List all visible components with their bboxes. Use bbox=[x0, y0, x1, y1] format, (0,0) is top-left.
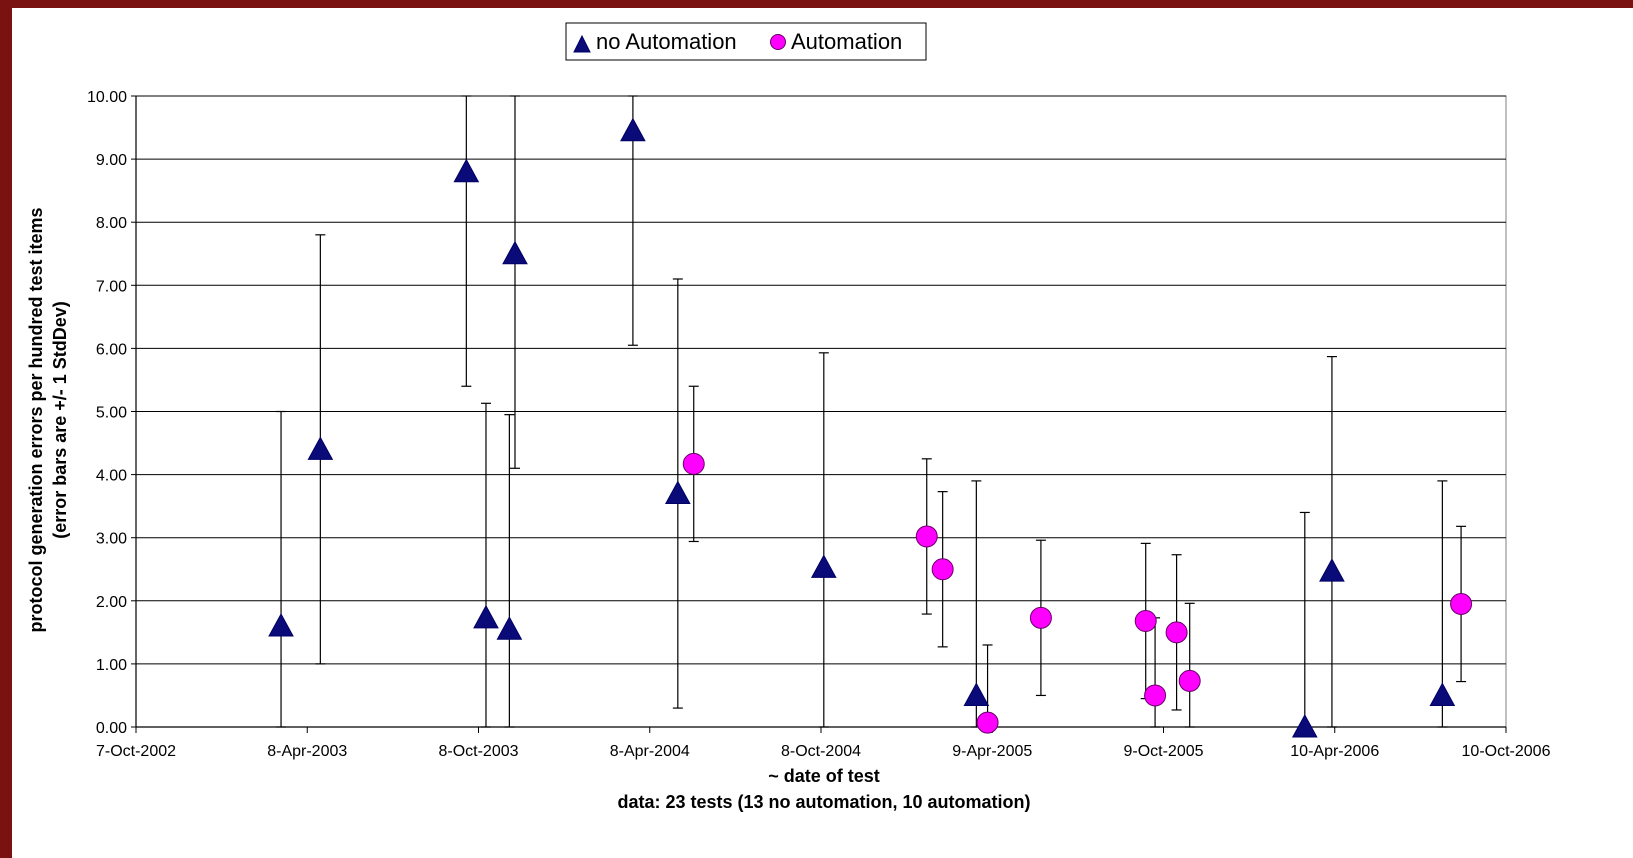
x-tick-label: 8-Oct-2003 bbox=[438, 743, 518, 760]
no-automation-point bbox=[1429, 682, 1456, 706]
no-automation-point bbox=[963, 682, 990, 706]
no-automation-point bbox=[810, 554, 837, 578]
automation-point bbox=[1450, 592, 1473, 615]
no-automation-point bbox=[307, 436, 334, 460]
x-axis: 7-Oct-2002 8-Apr-2003 8-Oct-2003 8-Apr-2004… bbox=[96, 726, 1551, 760]
no-automation-point bbox=[473, 604, 499, 629]
y-tick-label: 0.00 bbox=[96, 720, 127, 737]
y-tick-label: 4.00 bbox=[96, 468, 127, 485]
automation-point bbox=[1029, 606, 1052, 629]
automation-point bbox=[1165, 621, 1188, 644]
x-axis-title: ~ date of test bbox=[768, 766, 880, 786]
y-tick-label: 8.00 bbox=[96, 215, 127, 232]
legend-label-automation: Automation bbox=[791, 29, 902, 54]
y-tick-label: 5.00 bbox=[96, 405, 127, 422]
chart-frame: no Automation Automation 0.00 1.00 2.00 3.0… bbox=[12, 8, 1633, 858]
y-tick-label: 1.00 bbox=[96, 657, 127, 674]
scatter-chart: no Automation Automation 0.00 1.00 2.00 3.0… bbox=[26, 22, 1551, 812]
automation-point bbox=[1144, 684, 1167, 707]
automation-point bbox=[915, 525, 938, 548]
x-tick-label: 8-Apr-2004 bbox=[610, 743, 690, 760]
x-tick-label: 8-Oct-2004 bbox=[781, 743, 861, 760]
legend-box bbox=[565, 22, 927, 61]
no-automation-point bbox=[453, 158, 480, 183]
automation-point bbox=[976, 711, 999, 734]
y-tick-label: 7.00 bbox=[96, 278, 127, 295]
x-tick-label: 10-Oct-2006 bbox=[1462, 743, 1551, 760]
automation-point bbox=[1134, 609, 1157, 632]
y-tick-label: 3.00 bbox=[96, 531, 127, 548]
legend-label-no-automation: no Automation bbox=[596, 29, 737, 54]
x-tick-label: 8-Apr-2003 bbox=[267, 743, 347, 760]
x-tick-label: 10-Apr-2006 bbox=[1290, 743, 1379, 760]
no-automation-point bbox=[1319, 558, 1345, 582]
x-tick-label: 9-Apr-2005 bbox=[952, 743, 1032, 760]
automation-point bbox=[1178, 669, 1201, 692]
gridlines bbox=[136, 95, 1506, 665]
y-tick-label: 9.00 bbox=[96, 152, 127, 169]
legend: no Automation Automation bbox=[565, 22, 927, 61]
no-automation-point bbox=[496, 616, 523, 640]
automation-point bbox=[682, 452, 705, 475]
chart-subtitle: data: 23 tests (13 no automation, 10 aut… bbox=[617, 792, 1030, 812]
no-automation-point bbox=[1291, 713, 1318, 738]
legend-triangle-icon bbox=[573, 34, 591, 53]
y-tick-label: 2.00 bbox=[96, 594, 127, 611]
y-tick-label: 6.00 bbox=[96, 341, 127, 358]
y-tick-label: 10.00 bbox=[87, 89, 127, 106]
y-axis: 0.00 1.00 2.00 3.00 4.00 5.00 6.00 7.00 8.00 9.00… bbox=[87, 89, 137, 737]
x-tick-label: 9-Oct-2005 bbox=[1123, 743, 1203, 760]
no-automation-point bbox=[620, 117, 646, 142]
automation-point bbox=[931, 558, 954, 581]
legend-circle-icon bbox=[770, 34, 786, 50]
x-tick-label: 7-Oct-2002 bbox=[96, 743, 176, 760]
no-automation-point bbox=[664, 480, 691, 505]
data-marks bbox=[268, 117, 1473, 738]
no-automation-point bbox=[502, 240, 528, 265]
y-axis-title-line2: (error bars are +/- 1 StdDev) bbox=[50, 301, 70, 539]
y-axis-title-line1: protocol generation errors per hundred t… bbox=[26, 207, 46, 632]
no-automation-point bbox=[268, 612, 294, 637]
